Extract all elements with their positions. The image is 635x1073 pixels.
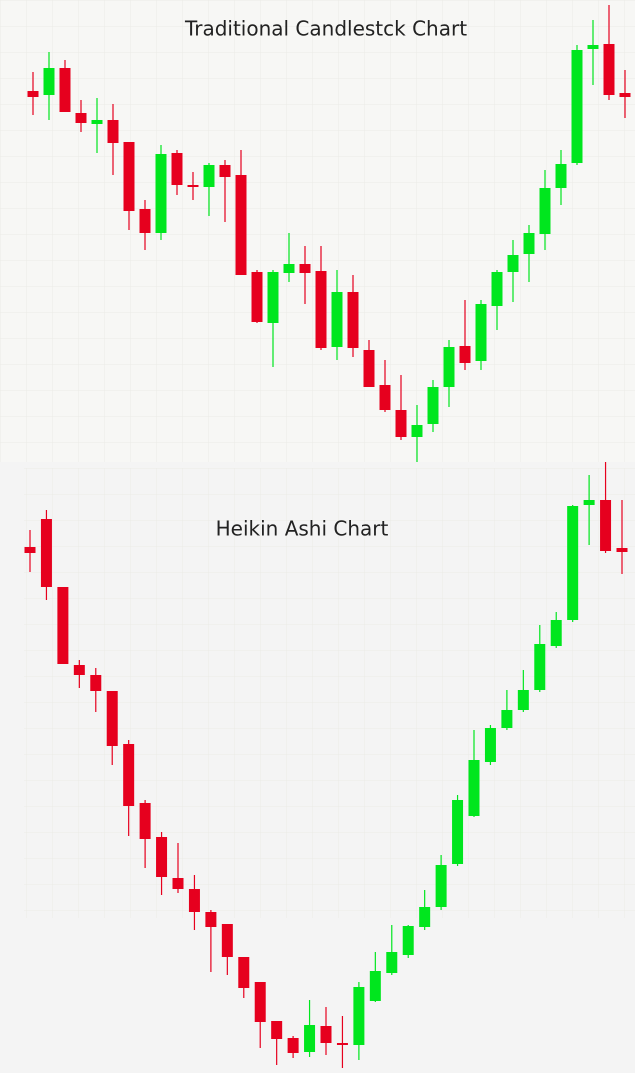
candle-body xyxy=(75,113,87,123)
candle-body xyxy=(203,165,215,187)
candle-body xyxy=(468,760,480,816)
candle-body xyxy=(219,165,231,177)
candle-body xyxy=(315,271,327,348)
candle-body xyxy=(419,907,431,927)
candle-body xyxy=(402,926,414,955)
candle-body xyxy=(139,209,151,233)
candle-body xyxy=(283,264,295,273)
candle-body xyxy=(616,548,628,552)
candle-body xyxy=(507,255,519,272)
candle-body xyxy=(619,93,631,97)
candle-body xyxy=(156,837,168,877)
candle-body xyxy=(171,153,183,185)
candle-body xyxy=(600,500,612,551)
candle-body xyxy=(386,952,398,973)
candle-body xyxy=(187,185,199,187)
candle-body xyxy=(287,1038,299,1053)
candle-body xyxy=(567,506,579,620)
candle-body xyxy=(475,304,487,361)
candle-body xyxy=(40,519,52,587)
candle-body xyxy=(411,425,423,437)
candle-body xyxy=(331,292,343,347)
candle-body xyxy=(238,957,250,988)
candle-body xyxy=(517,690,529,710)
candle-body xyxy=(571,50,583,163)
candle-body xyxy=(106,691,118,746)
candle-body xyxy=(395,410,407,437)
candle-body xyxy=(353,987,365,1045)
candle-body xyxy=(188,889,200,912)
candle-body xyxy=(583,500,595,505)
candle-body xyxy=(27,91,39,97)
candle-body xyxy=(271,1021,283,1039)
candle-body xyxy=(304,1025,316,1052)
candle-body xyxy=(90,675,102,691)
candle-body xyxy=(452,800,464,864)
candle-body xyxy=(221,924,233,957)
chart-title: Heikin Ashi Chart xyxy=(216,517,389,541)
candle-body xyxy=(369,971,381,1001)
candle-body xyxy=(336,1043,348,1045)
candle-body xyxy=(491,272,503,306)
chart-title: Traditional Candlestck Chart xyxy=(184,17,467,41)
candle-body xyxy=(155,154,167,233)
candle-body xyxy=(555,164,567,188)
candle-body xyxy=(123,142,135,211)
candle-body xyxy=(139,803,151,839)
candle-body xyxy=(347,292,359,348)
candle-body xyxy=(443,347,455,387)
candle-body xyxy=(267,272,279,323)
candle-body xyxy=(205,912,217,927)
candle-body xyxy=(73,665,85,675)
candle-body xyxy=(123,744,135,806)
candle-body xyxy=(57,587,69,664)
candle-body xyxy=(172,878,184,889)
candle-body xyxy=(320,1026,332,1043)
candle-body xyxy=(427,387,439,424)
candle-body xyxy=(251,272,263,322)
candle-body xyxy=(523,233,535,254)
candle-body xyxy=(603,44,615,95)
candle-body xyxy=(501,710,513,728)
candle-body xyxy=(235,175,247,275)
candle-body xyxy=(299,264,311,273)
candle-body xyxy=(107,120,119,143)
candle-body xyxy=(550,620,562,646)
candle-body xyxy=(91,120,103,124)
candle-body xyxy=(363,350,375,387)
candle-body xyxy=(459,346,471,363)
candle-body xyxy=(43,68,55,95)
candle-body xyxy=(539,188,551,234)
grid xyxy=(24,468,635,918)
candle-body xyxy=(484,728,496,762)
candle-body xyxy=(379,385,391,410)
candle-body xyxy=(587,45,599,49)
candle-body xyxy=(435,865,447,907)
candle-body xyxy=(24,547,36,553)
candle-body xyxy=(534,644,546,690)
candle-body xyxy=(254,982,266,1022)
candle-body xyxy=(59,68,71,112)
